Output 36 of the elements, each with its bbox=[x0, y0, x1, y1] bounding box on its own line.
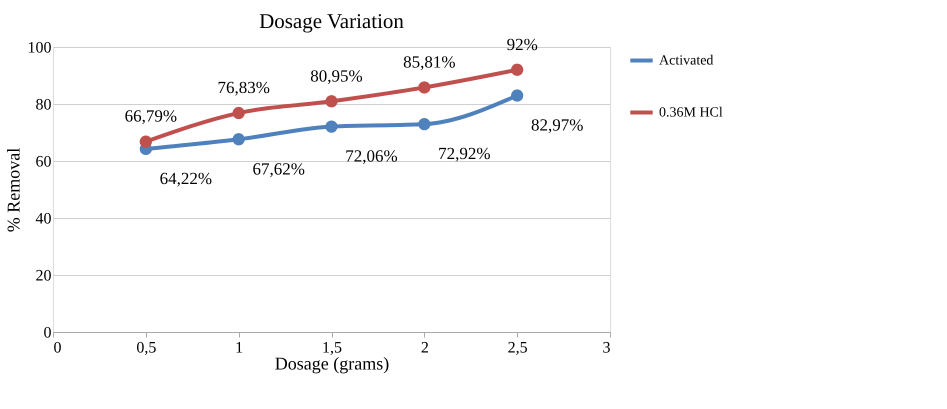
data-label: 80,95% bbox=[310, 66, 363, 86]
data-label: 67,62% bbox=[252, 159, 305, 178]
point bbox=[418, 118, 430, 130]
legend-label: 0.36M HCl bbox=[659, 106, 723, 120]
data-label: 72,92% bbox=[438, 144, 491, 164]
y-axis-title: % Removal bbox=[4, 148, 24, 232]
point bbox=[232, 106, 245, 120]
point bbox=[325, 120, 338, 133]
legend-label: Activated bbox=[659, 54, 714, 68]
y-tick-label: 80 bbox=[36, 96, 52, 114]
y-tick-label: 0 bbox=[44, 324, 52, 342]
x-axis-title: Dosage (grams) bbox=[274, 354, 390, 374]
x-tick-label: 0,5 bbox=[136, 340, 156, 356]
y-tick-label: 60 bbox=[36, 154, 52, 170]
data-label: 72,06% bbox=[345, 146, 398, 166]
chart-title: Dosage Variation bbox=[259, 8, 404, 33]
x-tick-label: 2,5 bbox=[508, 340, 528, 356]
y-tick-label: 100 bbox=[28, 40, 52, 56]
x-tick-label: 1,5 bbox=[322, 340, 342, 356]
y-tick-label: 20 bbox=[36, 268, 52, 284]
data-label: 82,97% bbox=[530, 116, 584, 135]
data-label: 66,79% bbox=[124, 106, 178, 126]
data-label: 76,83% bbox=[217, 78, 270, 98]
point bbox=[140, 136, 152, 148]
x-tick-label: 1 bbox=[235, 340, 244, 356]
data-label: 85,81% bbox=[403, 52, 456, 72]
x-tick-label: 2 bbox=[420, 340, 429, 356]
y-tick-label: 40 bbox=[36, 210, 52, 228]
x-tick-label: 3 bbox=[602, 340, 610, 356]
point bbox=[511, 89, 524, 102]
data-label: 92% bbox=[506, 34, 538, 54]
point bbox=[418, 81, 430, 94]
point bbox=[232, 133, 245, 146]
data-label: 64,22% bbox=[160, 168, 212, 188]
point bbox=[511, 64, 524, 76]
point bbox=[325, 95, 338, 108]
